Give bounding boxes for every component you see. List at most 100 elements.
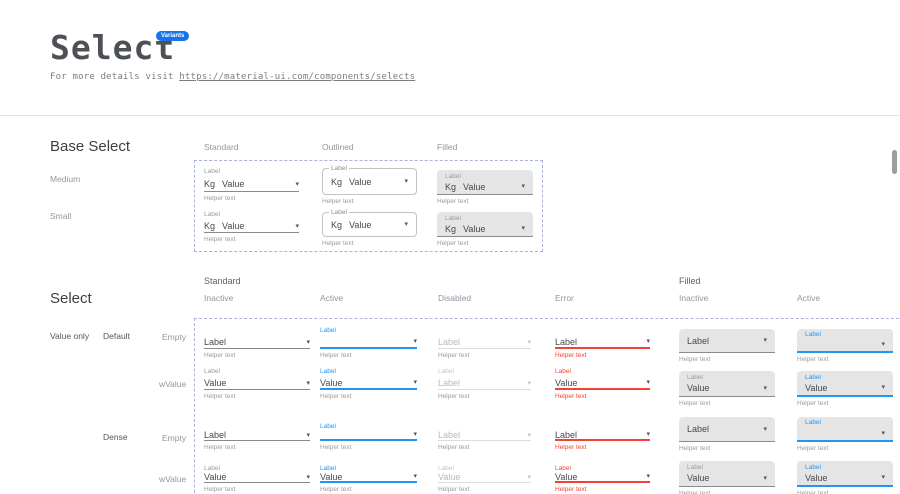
select-label: Label [805,373,885,382]
select-standard-active-dense-empty[interactable]: Label▾ Helper text [320,422,417,451]
select-value: Label [204,430,226,440]
dropdown-arrow-icon: ▾ [413,379,417,386]
select-value: Value [438,472,460,482]
select-value: Label [438,430,460,440]
dropdown-arrow-icon: ▾ [306,380,310,387]
select-value: Value [555,472,577,482]
select-standard-inactive-dense-wvalue[interactable]: LabelValue▾Helper text [204,464,310,493]
select-filled-active-dense-wvalue[interactable]: LabelValue ▾ Helper text [797,461,893,494]
select-label: Label [687,463,767,472]
select-value: Value [320,472,342,482]
select-value: Value [687,473,709,483]
select-standard-inactive-default-empty[interactable]: Label ▾ Helper text [204,326,310,359]
helper-text: Helper text [555,393,650,400]
dropdown-arrow-icon: ▾ [881,384,885,391]
select-value: Label [555,337,577,347]
select-filled-inactive-default-empty[interactable]: Label▾Helper text [679,329,775,363]
dropdown-arrow-icon: ▾ [527,339,531,346]
helper-text: Helper text [438,444,531,451]
select-label [438,326,531,336]
select-value: Label [555,430,577,440]
select-standard-active-dense-wvalue[interactable]: LabelValue▾Helper text [320,464,417,493]
select-label: Label [687,373,767,382]
select-value: Label [438,378,460,388]
dropdown-arrow-icon: ▾ [763,337,767,344]
select-value: Value [555,378,577,388]
helper-text: Helper text [555,352,650,359]
helper-text: Helper text [797,400,893,407]
select-filled-inactive-default-wvalue[interactable]: LabelValue ▾ Helper text [679,371,775,407]
select-standard-disabled-dense-empty[interactable]: Label▾Helper text [438,422,531,451]
select-filled-active-default-empty[interactable]: Label ▾ Helper text [797,329,893,363]
select-label [204,326,310,336]
select-value: Label [204,337,226,347]
dropdown-arrow-icon: ▾ [646,338,650,345]
helper-text: Helper text [320,486,417,493]
select-standard-active-default-empty[interactable]: Label▾Helper text [320,326,417,359]
select-label: Label [320,326,417,336]
select-standard-inactive-dense-empty[interactable]: Label ▾ Helper text [204,422,310,451]
select-filled-active-dense-empty[interactable]: Label▾Helper text [797,417,893,452]
dropdown-arrow-icon: ▾ [763,475,767,482]
dropdown-arrow-icon: ▾ [306,432,310,439]
dropdown-arrow-icon: ▾ [881,430,885,437]
select-label: Label [805,330,885,339]
dropdown-arrow-icon: ▾ [306,339,310,346]
helper-text: Helper text [797,490,893,494]
dropdown-arrow-icon: ▾ [646,431,650,438]
helper-text: Helper text [204,444,310,451]
select-label: Label [805,463,885,472]
select-filled-active-default-wvalue[interactable]: LabelValue▾Helper text [797,371,893,407]
dropdown-arrow-icon: ▾ [413,338,417,345]
select-value: Label [687,336,709,346]
select-value: Value [805,473,827,483]
select-label [555,326,650,336]
select-value: Value [687,383,709,393]
helper-text: Helper text [679,400,775,407]
select-sheet-grid: Label▾Helper textLabel▾Helper textLabel▾… [0,0,900,494]
select-value: Value [204,378,226,388]
select-label: Label [204,367,310,377]
select-label: Label [438,367,531,377]
select-value: Value [320,378,342,388]
dropdown-arrow-icon: ▾ [527,474,531,481]
helper-text: Helper text [204,352,310,359]
helper-text: Helper text [555,486,650,493]
select-standard-active-default-wvalue[interactable]: LabelValue▾Helper text [320,367,417,400]
select-standard-disabled-dense-wvalue[interactable]: LabelValue ▾ Helper text [438,464,531,493]
select-standard-error-dense-empty[interactable]: Label ▾ Helper text [555,422,650,451]
select-label: Label [320,422,417,430]
select-value: Value [204,472,226,482]
select-label [204,422,310,430]
select-label: Label [204,464,310,472]
helper-text: Helper text [797,445,893,452]
select-filled-inactive-dense-empty[interactable]: Label▾Helper text [679,417,775,452]
select-label: Label [438,464,531,472]
select-standard-error-dense-wvalue[interactable]: LabelValue▾Helper text [555,464,650,493]
dropdown-arrow-icon: ▾ [306,474,310,481]
dropdown-arrow-icon: ▾ [413,431,417,438]
select-standard-disabled-default-empty[interactable]: Label▾Helper text [438,326,531,359]
select-standard-error-default-wvalue[interactable]: LabelValue ▾ Helper text [555,367,650,400]
helper-text: Helper text [679,445,775,452]
dropdown-arrow-icon: ▾ [646,473,650,480]
select-label: Label [555,367,650,377]
helper-text: Helper text [797,356,893,363]
select-filled-inactive-dense-wvalue[interactable]: LabelValue ▾ Helper text [679,461,775,494]
helper-text: Helper text [555,444,650,451]
select-label [438,422,531,430]
select-standard-inactive-default-wvalue[interactable]: LabelValue▾Helper text [204,367,310,400]
select-value: Label [438,337,460,347]
dropdown-arrow-icon: ▾ [763,385,767,392]
dropdown-arrow-icon: ▾ [881,474,885,481]
dropdown-arrow-icon: ▾ [881,341,885,348]
dropdown-arrow-icon: ▾ [646,379,650,386]
helper-text: Helper text [320,444,417,451]
dropdown-arrow-icon: ▾ [763,426,767,433]
select-standard-disabled-default-wvalue[interactable]: LabelLabel▾Helper text [438,367,531,400]
helper-text: Helper text [438,486,531,493]
helper-text: Helper text [438,393,531,400]
select-standard-error-default-empty[interactable]: Label ▾ Helper text [555,326,650,359]
helper-text: Helper text [679,490,775,494]
dropdown-arrow-icon: ▾ [413,473,417,480]
